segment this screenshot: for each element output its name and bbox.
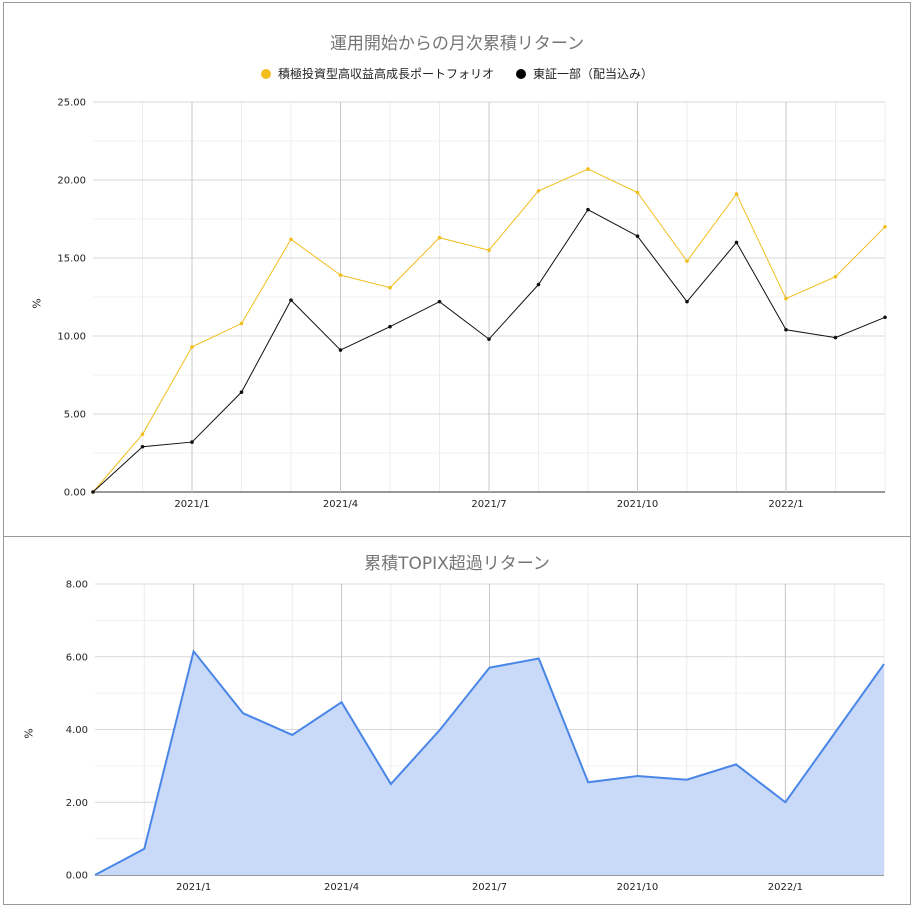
x-tick-label: 2021/4	[323, 499, 358, 510]
data-point	[388, 324, 392, 329]
y-tick-label: 0.00	[64, 488, 86, 499]
data-point	[487, 248, 491, 252]
data-point	[289, 298, 293, 302]
y-tick-label: 6.00	[66, 652, 88, 663]
x-tick-label: 2022/1	[768, 882, 803, 893]
legend-label: 積極投資型高収益高成長ポートフォリオ	[277, 67, 494, 81]
y-tick-label: 8.00	[66, 580, 88, 591]
y-tick-label: 4.00	[66, 725, 88, 736]
y-tick-label: 2.00	[66, 798, 88, 809]
data-point	[388, 285, 392, 290]
data-point	[289, 237, 293, 242]
y-tick-label: 0.00	[66, 871, 88, 882]
data-point	[190, 440, 194, 444]
y-tick-label: 10.00	[57, 332, 86, 343]
series-line	[94, 649, 885, 876]
data-point	[338, 348, 343, 352]
data-point	[635, 190, 640, 195]
area-fill	[95, 651, 884, 875]
chart-title: 累積TOPIX超過リターン	[364, 554, 550, 574]
data-point	[140, 444, 145, 449]
legend-marker-icon	[260, 68, 271, 79]
data-point	[190, 345, 194, 349]
data-point	[833, 335, 838, 340]
y-tick-label: 15.00	[57, 254, 86, 265]
data-point	[685, 299, 689, 304]
x-tick-label: 2021/7	[471, 499, 506, 510]
line-chart-plot: 0.00 5.00 10.00 15.00 20.00 25.00 2021/1 2021/4…	[57, 98, 887, 510]
x-tick-label: 2021/7	[472, 882, 507, 893]
area-chart-plot: 0.00 2.00 4.00 6.00 8.00 2021/1 2021/4 2021/7 20…	[66, 580, 885, 893]
data-point	[437, 235, 442, 240]
excess-return-chart-panel: 累積TOPIX超過リターン % 0.00 2.00 4.00 6.00 8.00 2021…	[3, 536, 911, 905]
chart-legend: 積極投資型高収益高成長ポートフォリオ 東証一部（配当込み）	[4, 65, 910, 82]
data-point	[833, 274, 838, 279]
x-tick-label: 2021/10	[617, 882, 659, 893]
x-tick-label: 2021/1	[176, 882, 211, 893]
data-point	[586, 167, 590, 171]
data-point	[91, 490, 95, 494]
data-point	[635, 234, 640, 238]
y-tick-label: 20.00	[57, 176, 86, 187]
x-tick-label: 2021/1	[174, 499, 209, 510]
data-point	[685, 259, 689, 263]
data-point	[734, 192, 739, 196]
x-tick-label: 2022/1	[768, 499, 803, 510]
data-point	[239, 321, 244, 326]
legend-item-topix[interactable]: 東証一部（配当込み）	[516, 65, 653, 82]
legend-marker-icon	[516, 68, 526, 79]
data-point	[734, 240, 739, 245]
data-point	[883, 315, 887, 320]
data-point	[784, 296, 788, 301]
data-point	[586, 207, 590, 212]
data-point	[239, 390, 244, 394]
cumulative-return-chart-panel: 運用開始からの月次累積リターン 積極投資型高収益高成長ポートフォリオ 東証一部（…	[3, 2, 911, 537]
data-point	[883, 225, 887, 229]
legend-label: 東証一部（配当込み）	[533, 67, 654, 81]
legend-item-portfolio[interactable]: 積極投資型高収益高成長ポートフォリオ	[260, 65, 494, 82]
x-tick-label: 2021/4	[324, 882, 359, 893]
data-point	[536, 189, 541, 193]
data-point	[338, 273, 343, 277]
data-point	[536, 282, 541, 287]
chart-title: 運用開始からの月次累積リターン	[329, 34, 585, 54]
data-point	[784, 327, 788, 332]
x-tick-label: 2021/10	[617, 499, 659, 510]
data-point	[487, 337, 491, 341]
y-tick-label: 25.00	[57, 98, 86, 109]
data-point	[437, 299, 442, 304]
data-point	[140, 432, 145, 437]
y-tick-label: 5.00	[64, 410, 86, 421]
